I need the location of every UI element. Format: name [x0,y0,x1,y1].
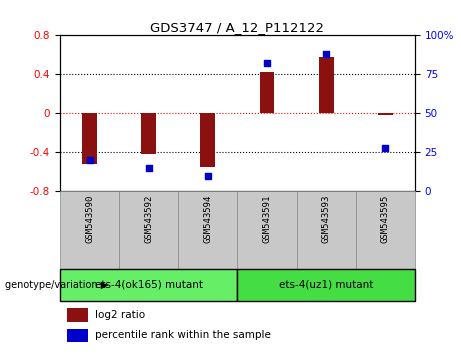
Bar [67,308,89,321]
Bar [201,113,215,167]
Point [145,165,152,171]
Point [263,61,271,66]
Text: GSM543592: GSM543592 [144,195,153,244]
Bar [141,113,156,154]
Bar [60,269,237,301]
Title: GDS3747 / A_12_P112122: GDS3747 / A_12_P112122 [150,21,325,34]
Bar [378,113,393,115]
Point [322,51,330,57]
Bar [237,269,415,301]
Bar [119,191,178,269]
Text: GSM543590: GSM543590 [85,195,94,244]
Point [204,173,212,178]
Bar [60,191,119,269]
Bar [296,191,356,269]
Bar [237,191,296,269]
Bar [356,191,415,269]
Text: GSM543595: GSM543595 [381,195,390,244]
Text: percentile rank within the sample: percentile rank within the sample [95,330,272,341]
Text: ets-4(uz1) mutant: ets-4(uz1) mutant [279,280,373,290]
Point [86,157,93,163]
Text: ets-4(ok165) mutant: ets-4(ok165) mutant [95,280,203,290]
Text: GSM543594: GSM543594 [203,195,213,244]
Text: GSM543591: GSM543591 [262,195,272,244]
Text: GSM543593: GSM543593 [322,195,331,244]
Text: genotype/variation ▶: genotype/variation ▶ [5,280,108,290]
Bar [82,113,97,164]
Text: log2 ratio: log2 ratio [95,310,146,320]
Bar [67,329,89,342]
Bar [260,72,274,113]
Point [382,145,389,150]
Bar [178,191,237,269]
Bar [319,57,334,113]
